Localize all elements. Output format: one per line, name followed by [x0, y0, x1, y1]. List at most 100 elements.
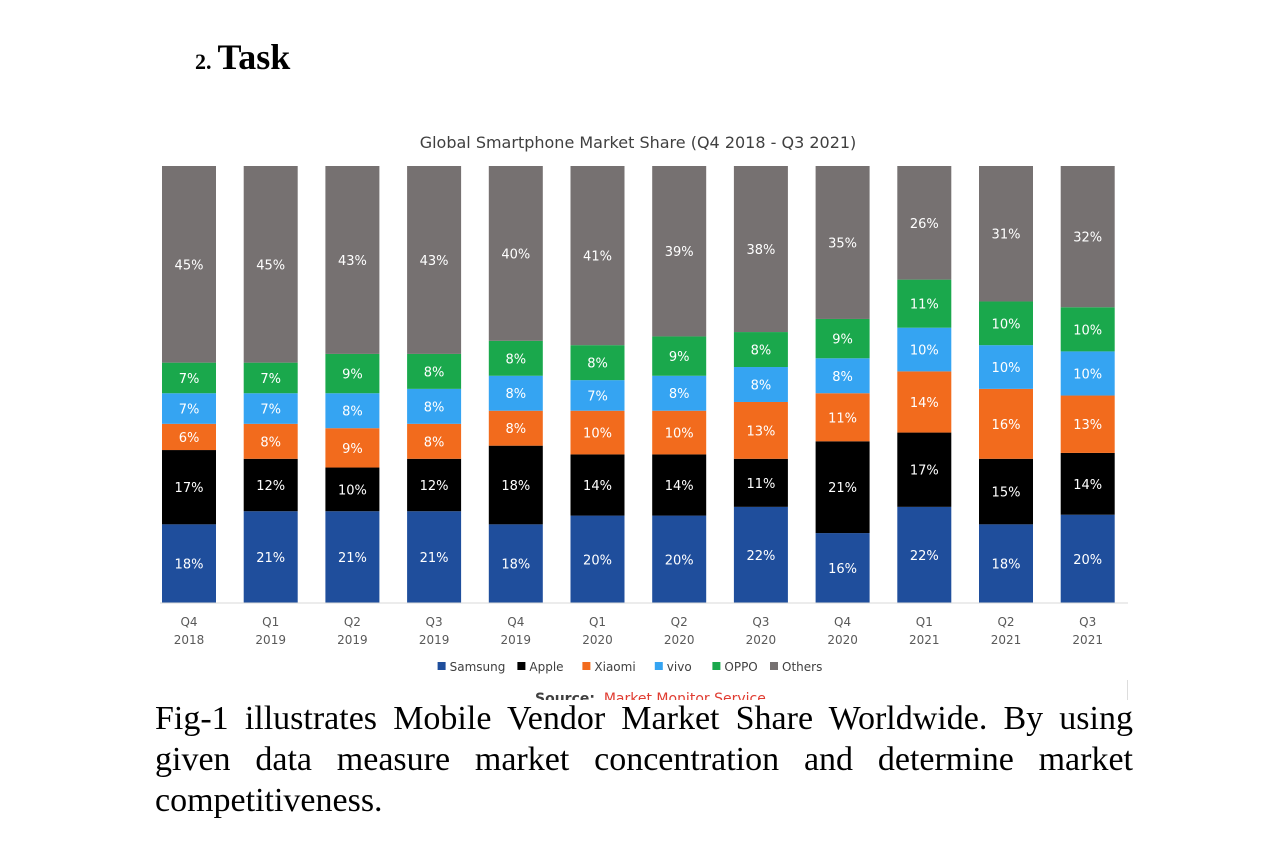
data-label-samsung-8: 16% [828, 562, 857, 577]
data-label-vivo-7: 8% [751, 379, 772, 394]
x-tick-label-4-0: Q4 [507, 615, 524, 629]
data-label-apple-7: 11% [746, 477, 775, 492]
bar-segment-oppo-5 [570, 345, 625, 381]
bar-segment-apple-11 [1060, 452, 1115, 515]
data-label-others-11: 32% [1073, 231, 1102, 246]
data-label-vivo-1: 7% [260, 403, 281, 418]
data-label-xiaomi-9: 14% [910, 396, 939, 411]
data-label-apple-3: 12% [420, 479, 449, 494]
data-label-others-6: 39% [665, 245, 694, 260]
data-label-others-5: 41% [583, 250, 612, 265]
x-tick-label-10-0: Q2 [997, 615, 1014, 629]
data-label-apple-8: 21% [828, 481, 857, 496]
bar-segment-vivo-5 [570, 380, 625, 411]
bar-segment-apple-9 [897, 432, 952, 507]
bar-segment-xiaomi-6 [652, 410, 707, 455]
data-label-others-2: 43% [338, 254, 367, 269]
legend-label-others: Others [782, 660, 822, 674]
x-tick-label-3-0: Q3 [426, 615, 443, 629]
bar-segment-apple-3 [407, 458, 462, 512]
data-label-xiaomi-5: 10% [583, 427, 612, 442]
legend-swatch-oppo [712, 662, 721, 670]
legend: Samsung Apple Xiaomi vivo OPPO Others [437, 660, 822, 674]
data-label-vivo-4: 8% [505, 387, 526, 402]
chart-svg: Global Smartphone Market Share (Q4 2018 … [160, 133, 1128, 700]
bar-segment-others-2 [325, 166, 380, 354]
x-tick-label-4-1: 2019 [501, 633, 532, 647]
bar-segment-oppo-11 [1060, 307, 1115, 352]
bar-segment-apple-5 [570, 454, 625, 516]
data-label-others-4: 40% [501, 247, 530, 262]
data-label-vivo-2: 8% [342, 405, 363, 420]
data-label-oppo-10: 10% [992, 317, 1021, 332]
data-label-xiaomi-8: 11% [828, 411, 857, 426]
data-label-others-3: 43% [420, 254, 449, 269]
x-tick-label-1-1: 2019 [255, 633, 286, 647]
data-label-others-8: 35% [828, 236, 857, 251]
bar-segment-xiaomi-8 [815, 393, 870, 442]
legend-label-xiaomi: Xiaomi [594, 660, 635, 674]
bar-segment-oppo-0 [162, 362, 216, 394]
bar-segment-samsung-8 [815, 533, 870, 603]
legend-swatch-apple [517, 662, 526, 670]
bar-segment-samsung-6 [652, 515, 707, 603]
x-tick-label-11-0: Q3 [1079, 615, 1096, 629]
data-label-samsung-5: 20% [583, 553, 612, 568]
bar-segment-samsung-7 [733, 506, 788, 603]
bar-segment-samsung-11 [1060, 514, 1115, 603]
data-label-apple-4: 18% [501, 479, 530, 494]
data-label-samsung-2: 21% [338, 551, 367, 566]
legend-label-samsung: Samsung [450, 660, 506, 674]
x-tick-label-8-0: Q4 [834, 615, 851, 629]
data-label-others-10: 31% [992, 228, 1021, 243]
data-label-others-9: 26% [910, 217, 939, 232]
data-label-apple-9: 17% [910, 464, 939, 479]
task-number: 2. [195, 49, 212, 74]
legend-label-apple: Apple [529, 660, 563, 674]
bar-segment-others-11 [1060, 166, 1115, 308]
bar-segment-others-3 [407, 166, 462, 354]
data-label-oppo-11: 10% [1073, 323, 1102, 338]
data-label-xiaomi-6: 10% [665, 427, 694, 442]
source-link[interactable]: Market Monitor Service [604, 691, 766, 700]
data-label-apple-0: 17% [175, 481, 204, 496]
bar-segment-vivo-4 [488, 375, 543, 411]
bar-segment-apple-7 [733, 458, 788, 507]
bar-segment-vivo-1 [243, 393, 298, 424]
data-label-samsung-3: 21% [420, 551, 449, 566]
bar-segment-apple-1 [243, 458, 298, 512]
x-tick-label-0-0: Q4 [180, 615, 197, 629]
x-tick-label-3-1: 2019 [419, 633, 450, 647]
bar-segment-vivo-8 [815, 358, 870, 394]
bar-segment-xiaomi-10 [979, 388, 1033, 459]
x-axis-labels: Q4 2018 Q1 2019 Q2 2019 Q3 2019 Q4 2019 Q1 2020 Q2 20… [174, 615, 1103, 647]
x-tick-label-6-0: Q2 [671, 615, 688, 629]
legend-label-oppo: OPPO [724, 660, 757, 674]
x-tick-label-5-0: Q1 [589, 615, 606, 629]
data-label-vivo-3: 8% [424, 400, 445, 415]
bar-segment-apple-4 [488, 445, 543, 525]
x-tick-label-6-1: 2020 [664, 633, 695, 647]
data-label-vivo-10: 10% [992, 361, 1021, 376]
bar-segment-others-6 [652, 166, 707, 337]
data-label-oppo-2: 9% [342, 368, 363, 383]
bar-segment-others-9 [897, 166, 952, 280]
data-label-xiaomi-4: 8% [505, 422, 526, 437]
bar-segment-xiaomi-0 [162, 423, 216, 451]
bar-segment-samsung-9 [897, 506, 952, 603]
bars-layer: 18% 17% 6% 7% 7% 45% 21% 12% 8% 7% 7% 45% 21% 10% 9% 8%… [162, 166, 1115, 603]
data-label-oppo-0: 7% [179, 372, 200, 387]
bar-segment-xiaomi-3 [407, 423, 462, 459]
x-tick-label-2-0: Q2 [344, 615, 361, 629]
data-label-vivo-5: 7% [587, 389, 608, 404]
data-label-apple-2: 10% [338, 483, 367, 498]
data-label-samsung-4: 18% [501, 558, 530, 573]
data-label-xiaomi-7: 13% [746, 424, 775, 439]
data-label-oppo-4: 8% [505, 352, 526, 367]
bar-segment-oppo-8 [815, 318, 870, 359]
bar-segment-samsung-10 [979, 524, 1033, 603]
data-label-xiaomi-11: 13% [1073, 418, 1102, 433]
x-tick-label-8-1: 2020 [827, 633, 858, 647]
bar-segment-vivo-7 [733, 367, 788, 402]
data-label-samsung-0: 18% [175, 558, 204, 573]
